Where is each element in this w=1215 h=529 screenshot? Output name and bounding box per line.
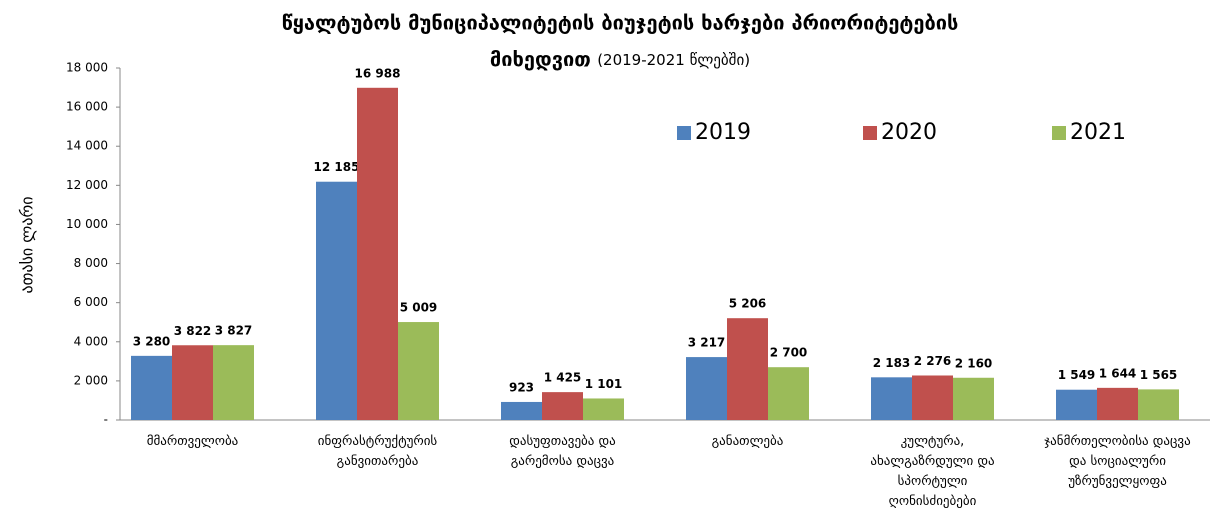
value-label: 1 101 <box>585 377 623 391</box>
value-label: 2 700 <box>770 346 808 360</box>
value-label: 5 206 <box>729 297 767 311</box>
bar <box>1138 389 1179 420</box>
chart-title-line: მიხედვით (2019-2021 წლებში) <box>490 47 750 71</box>
y-tick-label: 12 000 <box>66 178 108 192</box>
value-label: 1 644 <box>1099 366 1137 380</box>
bar <box>583 398 624 420</box>
x-tick-label: განათლება <box>711 434 784 449</box>
bar <box>1056 389 1097 420</box>
y-tick-label: 10 000 <box>66 217 108 231</box>
bar <box>727 318 768 420</box>
value-label: 2 183 <box>873 356 911 370</box>
value-label: 1 565 <box>1140 368 1178 382</box>
y-tick-label: 14 000 <box>66 139 108 153</box>
x-tick-label: კულტურა, ახალგაზრდული და სპორტული ღონისძ… <box>870 434 995 509</box>
chart-subtitle: (2019-2021 წლებში) <box>597 51 750 69</box>
legend-swatch <box>1052 126 1066 140</box>
bar <box>357 87 398 420</box>
y-tick-label: 8 000 <box>74 256 108 270</box>
value-label: 2 276 <box>914 354 952 368</box>
y-axis-label: ათასი ლარი <box>18 197 37 294</box>
value-label: 3 217 <box>688 336 726 350</box>
bar <box>1097 387 1138 420</box>
bar <box>953 377 994 420</box>
x-tick-label: ჯანმრთელობისა დაცვა და სოციალური უზრუნვე… <box>1044 434 1191 489</box>
value-label: 3 822 <box>174 324 212 338</box>
bar <box>912 375 953 420</box>
legend-label: 2021 <box>1070 120 1126 145</box>
legend-label: 2020 <box>881 120 937 145</box>
y-tick-label: 18 000 <box>66 61 108 75</box>
y-tick-label: 2 000 <box>74 373 108 387</box>
legend-swatch <box>677 126 691 140</box>
chart-title: წყალტუბოს მუნიციპალიტეტის ბიუჯეტის ხარჯე… <box>282 11 959 35</box>
x-tick-label: მმართველობა <box>146 434 239 449</box>
bar <box>172 345 213 420</box>
value-label: 12 185 <box>314 160 360 174</box>
bar <box>871 377 912 420</box>
value-label: 923 <box>509 380 534 394</box>
value-label: 16 988 <box>355 66 401 80</box>
legend-swatch <box>863 126 877 140</box>
bar <box>213 345 254 420</box>
y-tick-label: 6 000 <box>74 295 108 309</box>
y-tick-label: 16 000 <box>66 100 108 114</box>
value-label: 5 009 <box>400 301 438 315</box>
y-tick-label: - <box>104 413 108 427</box>
value-label: 3 827 <box>215 324 253 338</box>
legend-label: 2019 <box>695 120 751 145</box>
chart-title: მიხედვით <box>490 47 591 71</box>
bar <box>542 392 583 420</box>
x-tick-label: ინფრასტრუქტურის განვითარება <box>317 434 438 469</box>
y-tick-label: 4 000 <box>74 334 108 348</box>
bar <box>501 401 542 420</box>
value-label: 3 280 <box>133 334 171 348</box>
bar <box>316 181 357 420</box>
value-label: 1 425 <box>544 371 582 385</box>
bar <box>398 322 439 420</box>
value-label: 1 549 <box>1058 368 1096 382</box>
value-label: 2 160 <box>955 356 993 370</box>
x-tick-label: დასუფთავება და გარემოსა დაცვა <box>509 434 616 469</box>
bar <box>131 355 172 420</box>
bar <box>768 367 809 420</box>
bar <box>686 357 727 420</box>
